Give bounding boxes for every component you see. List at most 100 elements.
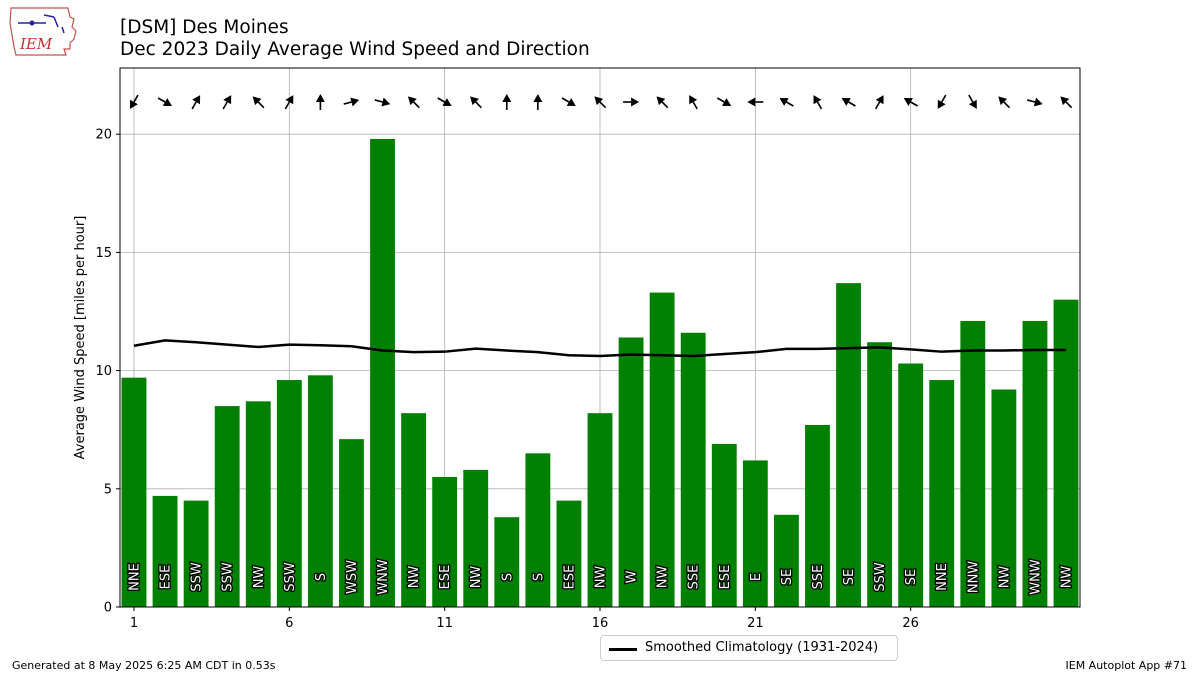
wind-arrow-shaft xyxy=(257,101,265,109)
direction-label-day-24: SE xyxy=(842,569,857,585)
wind-arrow-shaft xyxy=(1027,99,1036,103)
wind-arrow-shaft xyxy=(599,101,607,109)
wind-arrow-head xyxy=(566,98,576,106)
logo-text: IEM xyxy=(19,35,53,53)
wind-arrow-head xyxy=(442,98,452,106)
direction-label-day-14: S xyxy=(531,573,546,581)
app-label: IEM Autoplot App #71 xyxy=(1065,659,1188,672)
wind-arrow-head xyxy=(998,96,1008,106)
wind-arrow-day-11 xyxy=(437,97,452,106)
bar-day-23 xyxy=(805,424,830,607)
bar-day-15 xyxy=(556,500,582,607)
bar-day-12 xyxy=(463,469,489,607)
wind-arrow-day-5 xyxy=(252,96,265,109)
wind-arrow-head xyxy=(1033,97,1043,107)
wind-arrow-day-4 xyxy=(222,95,232,110)
wind-arrow-day-20 xyxy=(716,97,732,106)
wind-arrow-head xyxy=(470,96,479,106)
direction-label-day-25: SSW xyxy=(873,562,888,592)
direction-label-day-26: SE xyxy=(904,569,919,585)
direction-label-day-30: WNW xyxy=(1028,559,1043,595)
wind-arrow-shaft xyxy=(437,97,446,103)
wind-arrow-shaft xyxy=(716,97,725,103)
wind-arrow-head xyxy=(381,97,391,107)
y-tick-label: 5 xyxy=(104,482,112,497)
bar-day-10 xyxy=(401,413,427,607)
wind-arrow-day-18 xyxy=(656,96,669,109)
wind-arrow-shaft xyxy=(561,97,570,103)
direction-label-day-17: W xyxy=(625,570,640,583)
wind-arrow-head xyxy=(937,99,946,109)
legend-label: Smoothed Climatology (1931-2024) xyxy=(645,640,879,655)
bar-day-1 xyxy=(121,377,147,607)
wind-arrow-shaft xyxy=(910,101,919,107)
wind-arrow-shaft xyxy=(786,101,794,107)
wind-arrow-head xyxy=(252,96,262,106)
wind-arrow-shaft xyxy=(692,101,698,110)
direction-label-day-27: NNE xyxy=(935,563,950,591)
climatology-line xyxy=(133,339,1067,358)
wind-arrow-shaft xyxy=(475,101,482,109)
wind-arrow-day-21 xyxy=(747,97,764,107)
wind-arrow-head xyxy=(813,95,822,105)
wind-arrow-head xyxy=(315,94,325,102)
wind-arrow-day-13 xyxy=(502,94,512,110)
bar-day-17 xyxy=(618,337,644,607)
wind-arrow-head xyxy=(533,94,543,102)
bar-day-26 xyxy=(898,363,924,607)
bar-day-14 xyxy=(525,453,551,607)
wind-arrow-head xyxy=(129,99,138,109)
wind-arrow-shaft xyxy=(661,101,669,109)
wind-arrow-head xyxy=(350,97,360,107)
bar-day-25 xyxy=(867,342,893,607)
wind-arrow-day-6 xyxy=(284,95,294,110)
wind-arrow-shaft xyxy=(343,101,352,105)
wind-arrow-head xyxy=(223,95,232,105)
direction-label-day-9: WNW xyxy=(376,559,391,595)
wind-arrow-head xyxy=(407,96,417,106)
wind-arrow-day-2 xyxy=(157,97,172,106)
wind-arrows xyxy=(129,94,1073,110)
bar-day-24 xyxy=(836,283,861,607)
direction-label-day-29: NW xyxy=(997,566,1012,589)
bar-day-22 xyxy=(773,514,799,607)
wind-arrow-day-24 xyxy=(841,98,856,107)
wind-arrow-head xyxy=(722,98,732,106)
bar-day-13 xyxy=(494,517,520,607)
direction-label-day-11: ESE xyxy=(438,565,453,590)
bar-day-8 xyxy=(339,439,364,607)
wind-arrow-day-7 xyxy=(315,94,325,110)
wind-arrow-shaft xyxy=(284,101,291,110)
direction-labels: NNE ESE SSW SSW NW SSW S WSW WNW NW ESE NW S S ESE NW W N… xyxy=(126,558,1076,596)
bar-day-31 xyxy=(1053,299,1079,607)
wind-arrow-shaft xyxy=(1065,101,1073,109)
direction-label-day-13: S xyxy=(500,573,515,581)
direction-label-day-16: NW xyxy=(594,566,609,589)
direction-label-day-10: NW xyxy=(407,566,422,589)
bar-day-7 xyxy=(307,375,333,607)
generated-timestamp: Generated at 8 May 2025 6:25 AM CDT in 0… xyxy=(12,659,276,672)
wind-arrow-day-26 xyxy=(903,98,919,107)
wind-arrow-shaft xyxy=(968,94,974,103)
wind-arrow-shaft xyxy=(1003,101,1011,109)
wind-arrow-day-15 xyxy=(561,97,576,106)
wind-arrow-day-9 xyxy=(374,97,391,107)
bar-day-16 xyxy=(587,413,613,607)
wind-arrow-head xyxy=(192,95,201,105)
wind-arrow-day-31 xyxy=(1060,96,1073,109)
legend-line-swatch xyxy=(609,648,637,651)
direction-label-day-7: S xyxy=(314,573,329,581)
y-tick-label: 15 xyxy=(95,246,112,261)
direction-label-day-28: NNW xyxy=(966,561,981,593)
y-tick-label: 10 xyxy=(95,364,112,379)
wind-arrow-shaft xyxy=(848,101,856,107)
direction-label-day-20: ESE xyxy=(718,565,733,590)
wind-arrow-day-17 xyxy=(623,97,640,107)
direction-label-day-12: NW xyxy=(469,566,484,589)
wind-arrow-day-14 xyxy=(533,94,543,110)
bar-day-20 xyxy=(711,443,737,607)
wind-arrow-day-8 xyxy=(343,97,360,107)
wind-arrow-head xyxy=(779,98,789,106)
wind-arrow-head xyxy=(594,96,604,106)
